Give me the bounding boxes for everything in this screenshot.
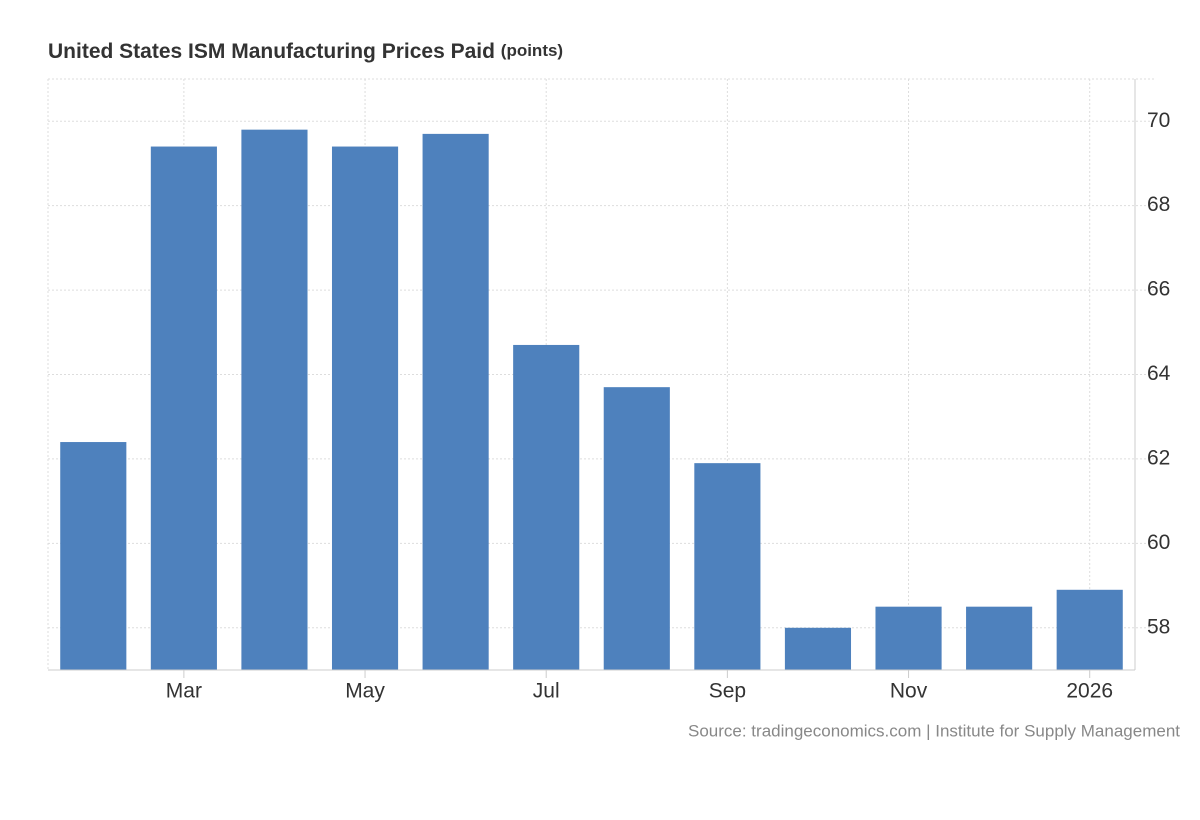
- bar: [966, 606, 1033, 670]
- bar: [603, 387, 670, 670]
- bar: [331, 146, 399, 671]
- bar: [784, 627, 852, 670]
- source: Source: tradingeconomics.com | Institute…: [688, 721, 1180, 740]
- y-tick-label: 66: [1147, 278, 1170, 301]
- x-tick-label: 2026: [1066, 680, 1113, 703]
- x-tick-label: Sep: [709, 680, 746, 703]
- y-tick-label: 70: [1147, 109, 1170, 132]
- bar: [513, 344, 580, 670]
- bar: [241, 129, 308, 670]
- x-tick-label: May: [345, 680, 385, 703]
- bar: [1056, 589, 1123, 670]
- x-tick-label: Nov: [890, 680, 928, 703]
- bar: [422, 133, 489, 671]
- title-text: United States ISM Manufacturing Prices P…: [48, 40, 495, 63]
- bar: [875, 606, 942, 670]
- bar: [150, 146, 217, 671]
- x-tick-label: Jul: [533, 680, 560, 703]
- y-tick-label: 58: [1147, 615, 1170, 638]
- bar: [60, 442, 127, 670]
- y-tick-label: 60: [1147, 531, 1170, 554]
- chart-title: United States ISM Manufacturing Prices P…: [48, 40, 563, 63]
- y-tick-label: 68: [1147, 193, 1170, 216]
- y-tick-label: 64: [1147, 362, 1171, 385]
- bar: [694, 463, 761, 670]
- unit-text: (points): [501, 41, 563, 60]
- x-tick-label: Mar: [166, 680, 202, 703]
- y-tick-label: 62: [1147, 446, 1170, 469]
